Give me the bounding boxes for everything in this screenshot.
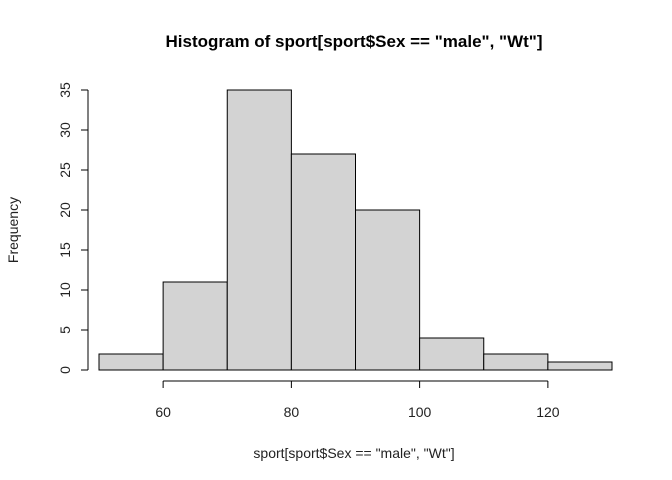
y-axis-label: Frequency xyxy=(5,197,21,263)
x-tick-label: 100 xyxy=(408,404,432,420)
histogram-bar-5 xyxy=(419,337,485,371)
x-axis-label: sport[sport$Sex == "male", "Wt"] xyxy=(253,445,454,461)
y-tick-label: 35 xyxy=(57,82,73,98)
histogram-bar-4 xyxy=(355,209,421,371)
y-tick-label: 15 xyxy=(57,242,73,258)
y-tick-label: 0 xyxy=(57,366,73,374)
y-tick-label: 30 xyxy=(57,122,73,138)
x-tick-label: 80 xyxy=(284,404,300,420)
y-axis: 0 5 10 15 20 25 30 35 xyxy=(57,82,89,374)
y-tick-label: 25 xyxy=(57,162,73,178)
chart-title: Histogram of sport[sport$Sex == "male", … xyxy=(165,32,542,51)
x-axis: 60 80 100 120 xyxy=(155,380,560,420)
histogram-bar-6 xyxy=(483,353,549,371)
y-tick-label: 10 xyxy=(57,282,73,298)
y-tick-label: 20 xyxy=(57,202,73,218)
histogram-bar-7 xyxy=(547,361,613,371)
histogram-bar-0 xyxy=(98,353,164,371)
histogram-bar-1 xyxy=(162,281,228,371)
histogram-bar-2 xyxy=(226,89,292,371)
x-tick-label: 120 xyxy=(536,404,560,420)
bars-group xyxy=(98,89,613,371)
histogram-bar-3 xyxy=(290,153,356,371)
y-tick-label: 5 xyxy=(57,326,73,334)
x-tick-label: 60 xyxy=(155,404,171,420)
